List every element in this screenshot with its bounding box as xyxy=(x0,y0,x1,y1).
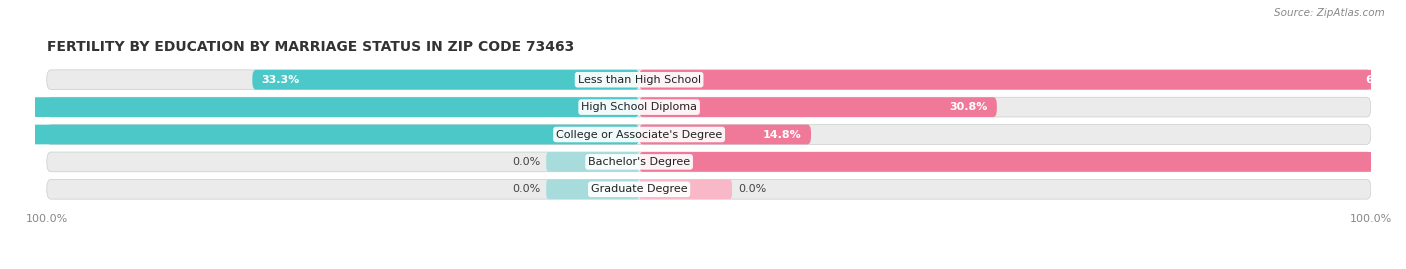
Text: 14.8%: 14.8% xyxy=(763,129,801,140)
Text: 33.3%: 33.3% xyxy=(262,75,299,85)
Legend: Married, Unmarried: Married, Unmarried xyxy=(617,264,789,269)
FancyBboxPatch shape xyxy=(252,70,640,90)
Text: Graduate Degree: Graduate Degree xyxy=(591,184,688,194)
FancyBboxPatch shape xyxy=(640,152,1406,172)
FancyBboxPatch shape xyxy=(46,97,1371,117)
FancyBboxPatch shape xyxy=(46,179,1371,199)
FancyBboxPatch shape xyxy=(640,125,811,144)
Text: 30.8%: 30.8% xyxy=(949,102,987,112)
Text: 0.0%: 0.0% xyxy=(738,184,766,194)
Text: Source: ZipAtlas.com: Source: ZipAtlas.com xyxy=(1274,8,1385,18)
Text: College or Associate's Degree: College or Associate's Degree xyxy=(555,129,723,140)
FancyBboxPatch shape xyxy=(640,70,1406,90)
FancyBboxPatch shape xyxy=(46,70,1371,90)
Text: Bachelor's Degree: Bachelor's Degree xyxy=(588,157,690,167)
FancyBboxPatch shape xyxy=(546,179,640,199)
FancyBboxPatch shape xyxy=(546,152,640,172)
Text: FERTILITY BY EDUCATION BY MARRIAGE STATUS IN ZIP CODE 73463: FERTILITY BY EDUCATION BY MARRIAGE STATU… xyxy=(46,40,574,54)
FancyBboxPatch shape xyxy=(46,125,1371,144)
FancyBboxPatch shape xyxy=(0,125,640,144)
Text: 66.7%: 66.7% xyxy=(1365,75,1405,85)
FancyBboxPatch shape xyxy=(46,152,1371,172)
FancyBboxPatch shape xyxy=(0,97,640,117)
Text: 0.0%: 0.0% xyxy=(512,157,540,167)
Text: High School Diploma: High School Diploma xyxy=(581,102,697,112)
Text: Less than High School: Less than High School xyxy=(578,75,700,85)
FancyBboxPatch shape xyxy=(640,179,733,199)
Text: 0.0%: 0.0% xyxy=(512,184,540,194)
FancyBboxPatch shape xyxy=(640,97,997,117)
